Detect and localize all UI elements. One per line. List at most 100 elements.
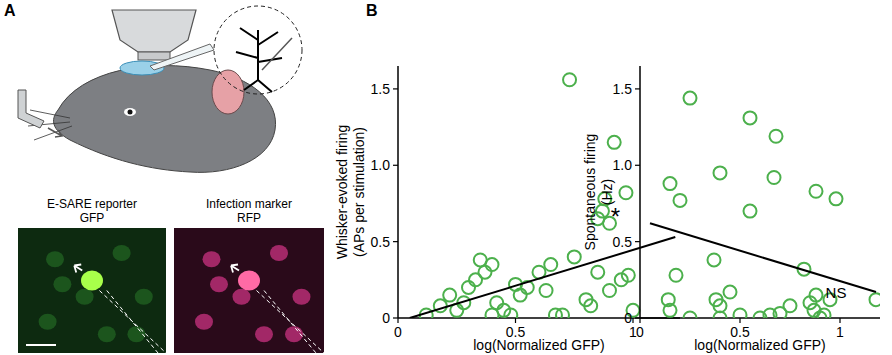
cell — [195, 314, 213, 330]
y-tick — [393, 317, 398, 318]
pipette-outline — [99, 291, 166, 354]
annotation: * — [611, 203, 620, 230]
objective — [112, 10, 196, 52]
point — [540, 284, 553, 297]
plot-area — [650, 92, 880, 318]
point — [603, 284, 616, 297]
point — [814, 312, 827, 319]
point — [810, 185, 823, 198]
arrow — [74, 265, 82, 273]
cell — [210, 276, 228, 292]
y-tick-label: 1.0 — [613, 157, 633, 173]
y-label-line: Whisker-evoked firing — [334, 125, 350, 260]
point — [684, 92, 697, 105]
point — [714, 299, 727, 312]
point — [674, 194, 687, 207]
y-tick — [635, 165, 640, 166]
schematic — [18, 6, 302, 172]
x-label: log(Normalized GFP) — [473, 337, 604, 353]
y-tick — [393, 165, 398, 166]
image-channel: GFP — [80, 211, 105, 225]
whisker — [30, 110, 70, 118]
x-tick — [639, 318, 640, 323]
point — [568, 250, 581, 263]
neuron — [236, 28, 282, 92]
arrow — [231, 265, 239, 273]
point — [708, 253, 721, 266]
pipette-outline — [264, 291, 316, 354]
cell — [293, 289, 311, 305]
pipette-outline — [257, 291, 325, 354]
point — [830, 192, 843, 205]
y-tick-label: 0.5 — [613, 234, 633, 250]
x-axis — [640, 317, 880, 319]
image-title: Infection marker — [206, 197, 292, 211]
y-axis — [397, 66, 399, 318]
x-tick-label: 0 — [394, 324, 402, 340]
micrograph — [18, 228, 166, 353]
y-label: Whisker-evoked firing(APs per stimulatio… — [334, 125, 367, 260]
cell — [76, 289, 94, 305]
x-tick — [632, 318, 633, 323]
y-label: Spontaneous firing(Hz) — [582, 134, 615, 251]
point — [443, 289, 456, 302]
y-tick — [635, 88, 640, 89]
cell — [53, 276, 71, 292]
y-tick — [393, 88, 398, 89]
chart: 00.5100.51.01.5log(Normalized GFP)Whiske… — [334, 66, 680, 353]
target-cell — [81, 271, 103, 291]
image-channel: RFP — [237, 211, 261, 225]
y-label-line: (Hz) — [599, 179, 615, 205]
point — [818, 308, 831, 318]
cell — [39, 314, 57, 330]
image-bg — [18, 228, 166, 353]
point — [810, 289, 823, 302]
point — [556, 308, 569, 318]
point — [784, 299, 797, 312]
cell — [270, 245, 288, 261]
pupil — [128, 110, 133, 115]
point — [514, 289, 527, 302]
cell — [113, 245, 131, 261]
cell — [233, 289, 251, 305]
point — [591, 266, 604, 279]
pipette — [262, 38, 292, 70]
panel-label: B — [366, 2, 378, 19]
point — [724, 286, 737, 299]
point — [619, 186, 632, 199]
y-tick — [635, 241, 640, 242]
y-axis — [639, 66, 641, 318]
point — [744, 111, 757, 124]
mouse-head — [54, 66, 276, 173]
x-tick — [739, 318, 740, 323]
point — [504, 308, 517, 318]
point — [734, 308, 747, 318]
point — [684, 312, 697, 319]
pipette-outline — [107, 291, 158, 354]
y-tick-label: 1.0 — [371, 157, 391, 173]
point — [486, 258, 499, 271]
point — [622, 269, 635, 282]
point — [664, 304, 677, 317]
y-tick-label: 0 — [382, 310, 390, 326]
point — [714, 312, 727, 319]
point — [478, 266, 491, 279]
point — [714, 166, 727, 179]
cell — [255, 326, 273, 342]
panel-label: A — [4, 2, 16, 19]
y-tick — [393, 241, 398, 242]
y-tick-label: 0.5 — [371, 234, 391, 250]
point — [584, 299, 597, 312]
cell — [46, 251, 64, 267]
point — [768, 171, 781, 184]
point — [744, 205, 757, 218]
point — [608, 136, 621, 149]
y-label-line: (APs per stimulation) — [351, 127, 367, 257]
ear — [212, 70, 244, 114]
y-tick-label: 0 — [624, 310, 632, 326]
y-tick-label: 1.5 — [371, 81, 391, 97]
x-axis — [398, 317, 680, 319]
point — [490, 296, 503, 309]
x-tick — [839, 318, 840, 323]
x-tick — [397, 318, 398, 323]
